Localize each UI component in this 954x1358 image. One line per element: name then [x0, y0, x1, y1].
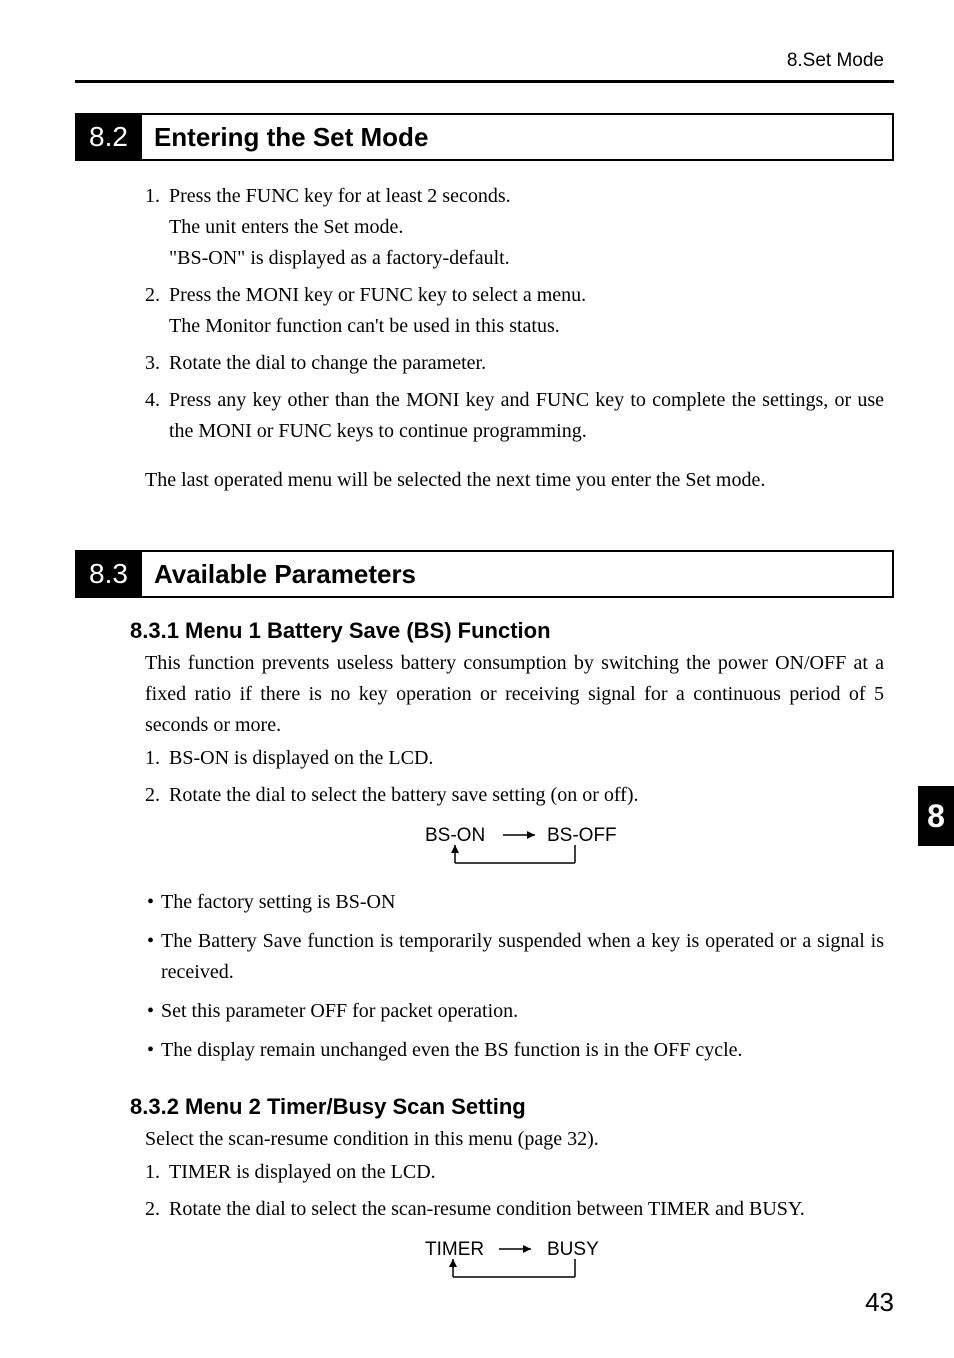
menu1-step-1-number: 1.: [145, 743, 169, 774]
diagram-busy-label: BUSY: [547, 1239, 599, 1260]
step-4: 4. Press any key other than the MONI key…: [145, 385, 884, 447]
menu1-bullet-1-text: The factory setting is BS-ON: [161, 887, 884, 918]
bullet-dot-icon: •: [145, 926, 161, 988]
menu1-step-1-text: BS-ON is displayed on the LCD.: [169, 743, 884, 774]
subsection-8-3-1-title: 8.3.1 Menu 1 Battery Save (BS) Function: [75, 618, 894, 644]
menu1-step-1: 1. BS-ON is displayed on the LCD.: [145, 743, 884, 774]
step-2-number: 2.: [145, 280, 169, 342]
section-number-8-3: 8.3: [75, 552, 142, 596]
bullet-dot-icon: •: [145, 996, 161, 1027]
menu2-step-2-number: 2.: [145, 1194, 169, 1225]
menu1-bullet-4-text: The display remain unchanged even the BS…: [161, 1035, 884, 1066]
subsection-8-3-1-content: This function prevents useless battery c…: [75, 644, 894, 1066]
section-title-8-3: Available Parameters: [142, 552, 428, 596]
step-3-number: 3.: [145, 348, 169, 379]
section-title-8-2: Entering the Set Mode: [142, 115, 440, 159]
menu2-diagram: TIMER BUSY: [145, 1237, 884, 1287]
menu2-step-1-text: TIMER is displayed on the LCD.: [169, 1157, 884, 1188]
subsection-8-3-2-content: Select the scan-resume condition in this…: [75, 1120, 894, 1287]
subsection-8-3-2-title: 8.3.2 Menu 2 Timer/Busy Scan Setting: [75, 1094, 894, 1120]
step-3: 3. Rotate the dial to change the paramet…: [145, 348, 884, 379]
menu1-bullet-4: • The display remain unchanged even the …: [145, 1035, 884, 1066]
diagram-bs-off-label: BS-OFF: [547, 825, 617, 846]
step-4-number: 4.: [145, 385, 169, 447]
step-2-line2: The Monitor function can't be used in th…: [169, 311, 884, 342]
step-2-text: Press the MONI key or FUNC key to select…: [169, 280, 884, 342]
section-number-8-2: 8.2: [75, 115, 142, 159]
step-2: 2. Press the MONI key or FUNC key to sel…: [145, 280, 884, 342]
menu1-bullet-3-text: Set this parameter OFF for packet operat…: [161, 996, 884, 1027]
bullet-dot-icon: •: [145, 1035, 161, 1066]
section-8-2-closing: The last operated menu will be selected …: [145, 465, 884, 496]
menu1-bullet-2-text: The Battery Save function is temporarily…: [161, 926, 884, 988]
chapter-tab: 8: [918, 786, 954, 846]
menu1-step-2: 2. Rotate the dial to select the battery…: [145, 780, 884, 811]
menu1-step-2-number: 2.: [145, 780, 169, 811]
menu2-step-2: 2. Rotate the dial to select the scan-re…: [145, 1194, 884, 1225]
section-8-2-header: 8.2 Entering the Set Mode: [75, 113, 894, 161]
section-8-2-content: 1. Press the FUNC key for at least 2 sec…: [75, 161, 894, 496]
menu1-bullet-2: • The Battery Save function is temporari…: [145, 926, 884, 988]
menu2-step-1-number: 1.: [145, 1157, 169, 1188]
menu1-bullet-1: • The factory setting is BS-ON: [145, 887, 884, 918]
menu1-para: This function prevents useless battery c…: [145, 648, 884, 741]
menu1-diagram: BS-ON BS-OFF: [145, 823, 884, 873]
menu2-para: Select the scan-resume condition in this…: [145, 1124, 884, 1155]
diagram-timer-label: TIMER: [425, 1239, 484, 1260]
section-8-3-header: 8.3 Available Parameters: [75, 550, 894, 598]
diagram-bs-on-label: BS-ON: [425, 825, 485, 846]
menu2-step-2-text: Rotate the dial to select the scan-resum…: [169, 1194, 884, 1225]
step-1-text: Press the FUNC key for at least 2 second…: [169, 181, 884, 274]
step-1-line2: The unit enters the Set mode.: [169, 212, 884, 243]
step-4-text: Press any key other than the MONI key an…: [169, 385, 884, 447]
step-1: 1. Press the FUNC key for at least 2 sec…: [145, 181, 884, 274]
step-2-line1: Press the MONI key or FUNC key to select…: [169, 280, 884, 311]
page-header: 8.Set Mode: [75, 50, 894, 83]
step-3-text: Rotate the dial to change the parameter.: [169, 348, 884, 379]
menu1-step-2-text: Rotate the dial to select the battery sa…: [169, 780, 884, 811]
step-1-line1: Press the FUNC key for at least 2 second…: [169, 181, 884, 212]
menu1-bullet-3: • Set this parameter OFF for packet oper…: [145, 996, 884, 1027]
step-1-line3: "BS-ON" is displayed as a factory-defaul…: [169, 243, 884, 274]
page-number: 43: [865, 1287, 894, 1318]
menu2-step-1: 1. TIMER is displayed on the LCD.: [145, 1157, 884, 1188]
bullet-dot-icon: •: [145, 887, 161, 918]
step-1-number: 1.: [145, 181, 169, 274]
